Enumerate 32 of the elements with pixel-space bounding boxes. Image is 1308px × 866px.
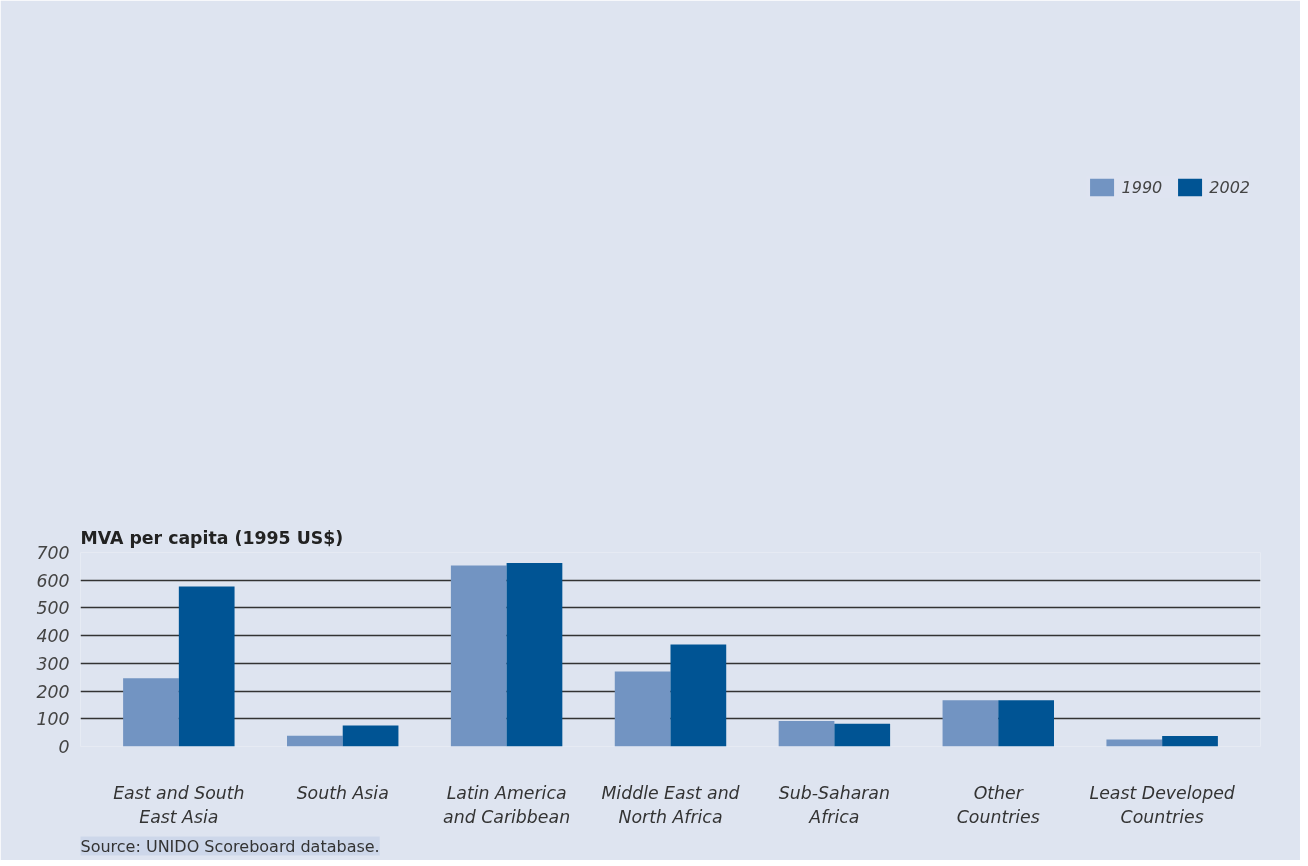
bar	[834, 723, 891, 747]
x-tick-label: Middle East and North Africa	[601, 782, 741, 827]
x-tick-label: Latin America and Caribbean	[443, 782, 571, 827]
bar	[506, 563, 563, 747]
source-note: Source: UNIDO Scoreboard database.	[80, 836, 380, 856]
legend-label: 1990	[1121, 177, 1163, 197]
bar	[942, 700, 999, 747]
y-tick-label: 600	[36, 570, 70, 591]
bar	[670, 644, 727, 747]
bar	[614, 671, 671, 747]
bar	[123, 678, 179, 747]
bar	[342, 725, 399, 747]
bar	[998, 700, 1054, 747]
x-tick-label: East and South East Asia	[113, 782, 245, 827]
y-tick-label: 400	[36, 626, 70, 647]
bar	[287, 735, 343, 747]
bar	[1162, 735, 1218, 747]
y-tick-label: 0	[58, 737, 70, 757]
bar	[450, 565, 507, 747]
y-tick-label: 300	[36, 653, 70, 674]
legend-label: 2002	[1209, 177, 1250, 197]
y-tick-label: 500	[36, 598, 70, 619]
x-tick-label: Sub-Saharan Africa	[778, 782, 890, 827]
bar	[178, 586, 235, 747]
x-tick-label: Other Countries	[956, 782, 1040, 827]
y-axis-title: MVA per capita (1995 US$)	[80, 527, 344, 548]
x-tick-label: Least Developed Countries	[1089, 782, 1236, 827]
y-tick-label: 700	[36, 543, 70, 563]
y-tick-label: 100	[36, 709, 70, 730]
x-tick-label: South Asia	[296, 782, 389, 803]
bar	[778, 721, 835, 747]
y-tick-label: 200	[36, 681, 70, 702]
